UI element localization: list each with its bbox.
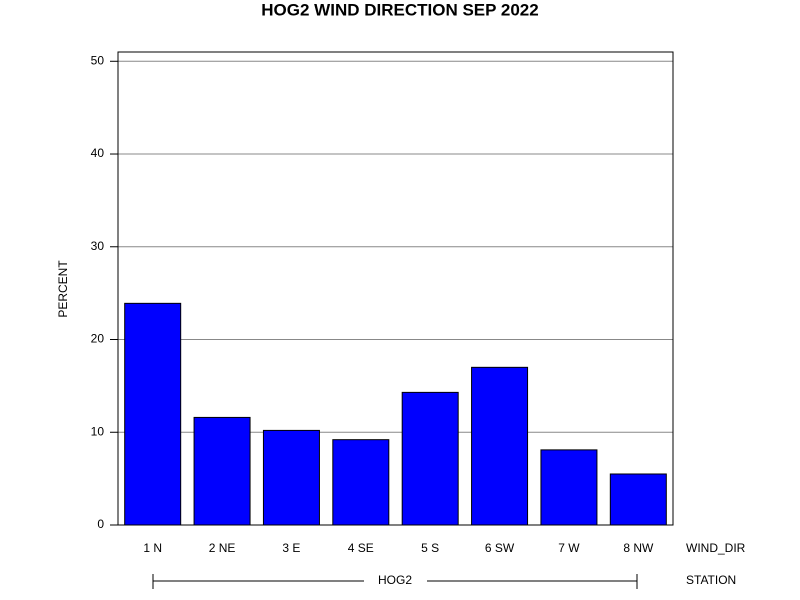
bar [471, 366, 529, 526]
y-tick-label: 30 [91, 239, 105, 253]
group-axis-label: STATION [686, 573, 736, 587]
x-tick-label: 8 NW [623, 541, 654, 555]
bar [540, 449, 598, 526]
bar [193, 416, 251, 526]
bar [609, 473, 667, 526]
x-tick-label: 5 S [421, 541, 439, 555]
bar [332, 439, 390, 526]
bar [401, 391, 459, 526]
x-tick-label: 6 SW [485, 541, 515, 555]
y-tick-label: 40 [91, 146, 105, 160]
y-tick-label: 50 [91, 53, 105, 67]
x-tick-label: 7 W [558, 541, 580, 555]
x-axis-label: WIND_DIR [686, 541, 746, 555]
bar [262, 429, 320, 526]
x-tick-label: 4 SE [348, 541, 374, 555]
chart-title: HOG2 WIND DIRECTION SEP 2022 [261, 0, 538, 19]
x-tick-label: 1 N [143, 541, 162, 555]
x-tick-label: 3 E [282, 541, 300, 555]
group-label: HOG2 [378, 573, 412, 587]
bar [124, 302, 182, 526]
x-tick-label: 2 NE [209, 541, 236, 555]
y-axis-label: PERCENT [56, 260, 70, 318]
y-tick-label: 10 [91, 424, 105, 438]
plot-frame [117, 51, 674, 526]
y-tick-label: 0 [97, 517, 104, 531]
y-tick-label: 20 [91, 332, 105, 346]
group-bracket [152, 574, 638, 589]
